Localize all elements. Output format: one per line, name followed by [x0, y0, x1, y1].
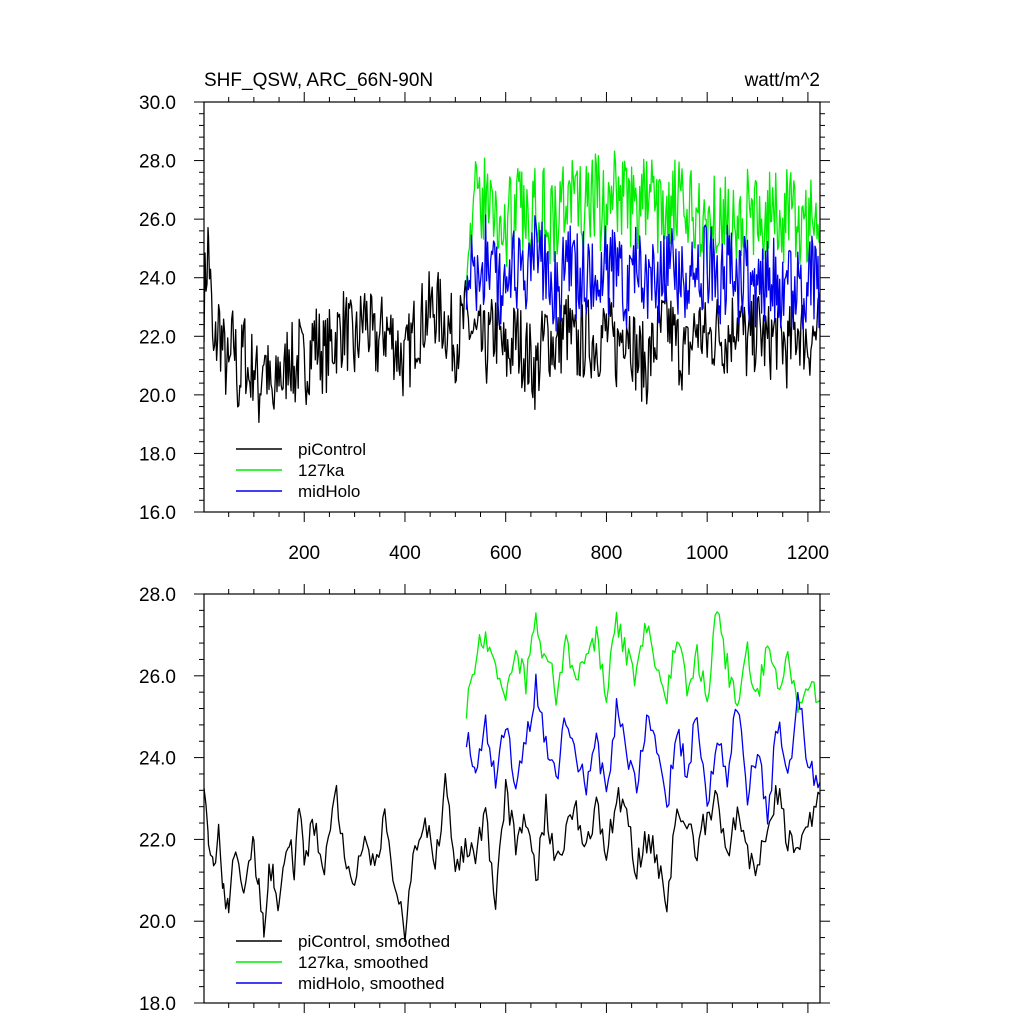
legend-label: 127ka: [298, 461, 345, 480]
series-line-127ka-smoothed: [465, 611, 820, 719]
y-tick-label: 22.0: [139, 327, 176, 348]
y-tick-label: 16.0: [139, 503, 176, 524]
y-tick-label: 24.0: [139, 749, 176, 770]
series-line-127ka: [465, 150, 820, 287]
y-tick-label: 26.0: [139, 210, 176, 231]
y-tick-label: 26.0: [139, 667, 176, 688]
y-tick-label: 20.0: [139, 912, 176, 933]
top-panel: 200 400 600 800 1000 1200 16.0 18.0 20.0 22.0 24.0…: [139, 92, 830, 564]
y-tick-label: 24.0: [139, 269, 176, 290]
y-tick-label: 28.0: [139, 585, 176, 606]
units-label: watt/m^2: [744, 70, 820, 91]
y-tick-label: 30.0: [139, 93, 176, 114]
series-group: [204, 150, 820, 423]
chart-title: SHF_QSW, ARC_66N-90N: [204, 70, 433, 91]
series-line-picontrol: [204, 227, 820, 423]
y-tick-label: 18.0: [139, 444, 176, 465]
x-tick-label: 800: [591, 543, 623, 564]
y-tick-label: 18.0: [139, 994, 176, 1015]
x-tick-label: 400: [389, 543, 421, 564]
series-line-picontrol-smoothed: [204, 772, 820, 943]
x-tick-label: 600: [490, 543, 522, 564]
legend-label: piControl, smoothed: [298, 932, 450, 951]
y-tick-label: 28.0: [139, 152, 176, 173]
y-tick-label: 22.0: [139, 830, 176, 851]
legend-label: midHolo: [298, 482, 360, 501]
series-line-midholo: [465, 214, 820, 332]
plot-frame: [203, 101, 821, 513]
x-tick-label: 200: [288, 543, 320, 564]
legend-label: midHolo, smoothed: [298, 974, 444, 993]
series-line-midholo-smoothed: [465, 673, 820, 825]
legend-label: 127ka, smoothed: [298, 953, 428, 972]
plot-frame: [203, 593, 821, 1004]
series-group: [204, 611, 820, 943]
bottom-panel: 18.0 20.0 22.0 24.0 26.0 28.0 piControl, smoot…: [139, 584, 830, 1015]
x-tick-label: 1200: [787, 543, 829, 564]
legend-label: piControl: [298, 440, 366, 459]
y-tick-label: 20.0: [139, 386, 176, 407]
x-tick-label: 1000: [686, 543, 728, 564]
